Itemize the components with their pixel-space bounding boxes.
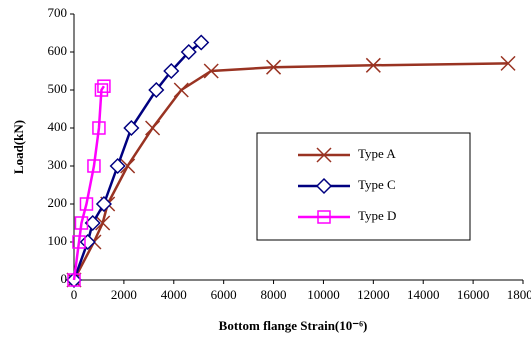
- legend-label: Type A: [358, 146, 396, 161]
- marker: [87, 159, 101, 173]
- marker: [95, 215, 111, 231]
- marker: [74, 216, 89, 230]
- series-line: [72, 41, 202, 281]
- y-axis-label: Load(kN): [11, 120, 26, 174]
- y-tick-label: 0: [61, 271, 68, 286]
- marker: [79, 197, 94, 211]
- marker: [109, 157, 126, 175]
- marker: [500, 55, 516, 71]
- marker: [148, 81, 165, 99]
- y-tick-label: 500: [48, 81, 68, 96]
- x-tick-label: 4000: [161, 287, 187, 302]
- y-tick-label: 400: [48, 119, 68, 134]
- marker: [193, 34, 210, 51]
- x-axis-label: Bottom flange Strain(10⁻⁶): [219, 318, 368, 333]
- x-tick-label: 12000: [357, 287, 390, 302]
- marker: [173, 82, 189, 98]
- x-tick-label: 18000: [507, 287, 531, 302]
- marker: [67, 273, 81, 287]
- marker: [203, 63, 219, 79]
- x-tick-label: 8000: [261, 287, 287, 302]
- x-tick-label: 6000: [211, 287, 237, 302]
- marker: [163, 62, 180, 80]
- x-tick-label: 14000: [407, 287, 440, 302]
- marker: [120, 158, 136, 174]
- y-tick-label: 200: [48, 195, 68, 210]
- marker: [123, 119, 140, 137]
- marker: [315, 177, 333, 195]
- x-tick-label: 2000: [111, 287, 137, 302]
- marker: [72, 235, 86, 249]
- y-tick-label: 100: [48, 233, 68, 248]
- marker: [94, 83, 109, 97]
- marker: [180, 43, 197, 61]
- marker: [266, 59, 282, 75]
- x-tick-label: 16000: [457, 287, 490, 302]
- marker: [95, 195, 112, 213]
- x-tick-label: 0: [71, 287, 78, 302]
- legend-box: [256, 132, 471, 241]
- marker: [316, 147, 332, 163]
- marker: [365, 57, 381, 73]
- marker: [145, 120, 161, 136]
- marker: [97, 79, 111, 93]
- x-tick-label: 10000: [307, 287, 340, 302]
- y-tick-label: 300: [48, 157, 68, 172]
- y-tick-label: 600: [48, 43, 68, 58]
- legend-label: Type D: [358, 208, 396, 223]
- legend-label: Type C: [358, 177, 396, 192]
- marker: [92, 121, 106, 135]
- marker: [79, 233, 96, 251]
- y-tick-label: 700: [48, 5, 68, 20]
- marker: [317, 210, 331, 224]
